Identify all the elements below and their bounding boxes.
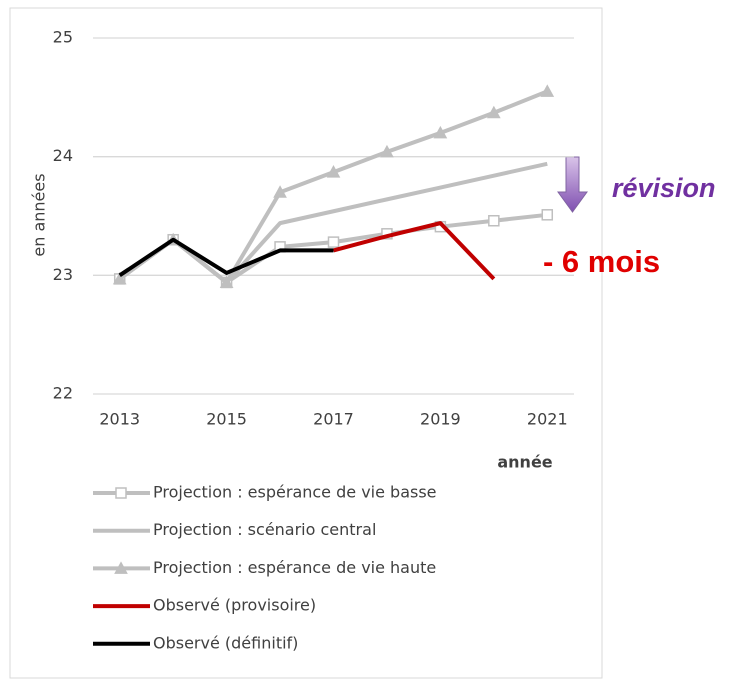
series-line — [118, 237, 334, 277]
annotation: révision — [612, 173, 716, 203]
legend-label: Observé (provisoire) — [153, 596, 316, 615]
marker — [380, 144, 394, 158]
annotation: - 6 mois — [543, 244, 660, 279]
x-tick-label: 2019 — [420, 410, 461, 429]
marker — [486, 105, 501, 119]
y-axis-title: en années — [30, 173, 49, 256]
revision-arrow — [557, 156, 588, 213]
legend-label: Projection : scénario central — [153, 520, 376, 539]
marker — [541, 209, 554, 221]
legend-label: Projection : espérance de vie basse — [153, 483, 437, 502]
x-tick-label: 2015 — [206, 410, 247, 429]
chart-frame — [9, 7, 603, 679]
x-tick-label: 2021 — [527, 410, 568, 429]
x-tick-label: 2017 — [313, 410, 354, 429]
marker — [326, 165, 341, 178]
marker — [273, 185, 287, 198]
marker — [114, 561, 128, 574]
y-tick-label: 22 — [53, 384, 73, 403]
marker — [488, 214, 500, 227]
legend-label: Projection : espérance de vie haute — [153, 558, 436, 577]
series-line — [332, 221, 496, 281]
legend-label: Observé (définitif) — [153, 633, 298, 652]
marker — [433, 125, 448, 139]
y-tick-label: 25 — [53, 28, 73, 47]
y-tick-label: 24 — [53, 146, 73, 165]
marker — [112, 271, 127, 285]
x-axis-title: année — [497, 453, 552, 472]
marker — [540, 84, 555, 97]
marker — [115, 487, 127, 499]
marker — [327, 236, 340, 248]
x-tick-label: 2013 — [99, 410, 140, 429]
y-tick-label: 23 — [53, 265, 73, 284]
marker — [219, 275, 234, 288]
